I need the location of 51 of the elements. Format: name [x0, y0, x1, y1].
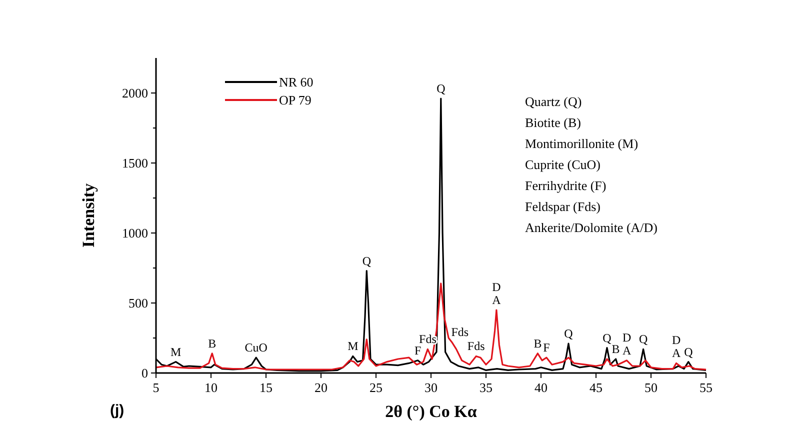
x-tick-label: 55	[700, 380, 712, 395]
annotation: B	[208, 336, 216, 350]
text: (j)	[110, 402, 124, 419]
annotation: D	[622, 330, 632, 344]
y-tick-label: 1000	[122, 226, 148, 240]
annotation: Q	[684, 344, 694, 359]
x-tick-label: 30	[424, 380, 438, 395]
annotation: A	[622, 343, 632, 358]
annotation: A	[672, 346, 681, 360]
annotation: A	[492, 293, 502, 307]
x-tick-label: 40	[534, 380, 548, 395]
annotation: F	[543, 340, 550, 355]
annotation: Cuprite (CuO)	[525, 157, 600, 172]
annotation: B	[612, 342, 620, 356]
annotation: Q	[638, 332, 648, 346]
annotation: Fds	[451, 325, 469, 340]
annotation: Ankerite/Dolomite (A/D)	[525, 220, 658, 235]
legend-label: OP 79	[279, 92, 312, 108]
annotation: Q	[602, 330, 612, 345]
y-tick-label: 0	[142, 366, 148, 380]
annotation: Biotite (B)	[525, 115, 581, 130]
annotation: Ferrihydrite (F)	[525, 178, 606, 193]
annotation: CuO	[244, 340, 268, 355]
y-tick-label: 2000	[122, 86, 148, 100]
legend-label: NR 60	[279, 74, 314, 90]
annotation: Q	[436, 82, 446, 96]
x-tick-label: 45	[590, 380, 602, 395]
x-tick-label: 50	[644, 380, 658, 395]
annotation: D	[672, 333, 681, 348]
x-axis-title: 2θ (°) Co Kα	[385, 402, 478, 421]
annotation: M	[170, 344, 182, 359]
annotation: F	[414, 343, 422, 358]
x-tick-label: 20	[314, 380, 328, 395]
annotation: Q	[564, 326, 574, 341]
y-tick-label: 1500	[122, 156, 148, 170]
annotation: D	[492, 280, 502, 294]
annotation: Quartz (Q)	[525, 94, 582, 109]
annotation: Montimorillonite (M)	[525, 136, 638, 151]
y-tick-label: 500	[128, 296, 148, 310]
y-axis-title: Intensity	[79, 182, 98, 248]
annotation: B	[534, 336, 542, 350]
annotation: M	[348, 339, 359, 354]
line-series	[155, 282, 707, 370]
annotation: Q	[362, 254, 372, 268]
x-tick-label: 5	[152, 380, 160, 395]
x-tick-label: 15	[260, 380, 272, 395]
annotation: Feldspar (Fds)	[525, 199, 600, 214]
annotation: Fds	[467, 339, 486, 354]
x-tick-label: 25	[370, 380, 382, 395]
x-tick-label: 35	[480, 380, 492, 395]
x-tick-label: 10	[204, 380, 218, 395]
